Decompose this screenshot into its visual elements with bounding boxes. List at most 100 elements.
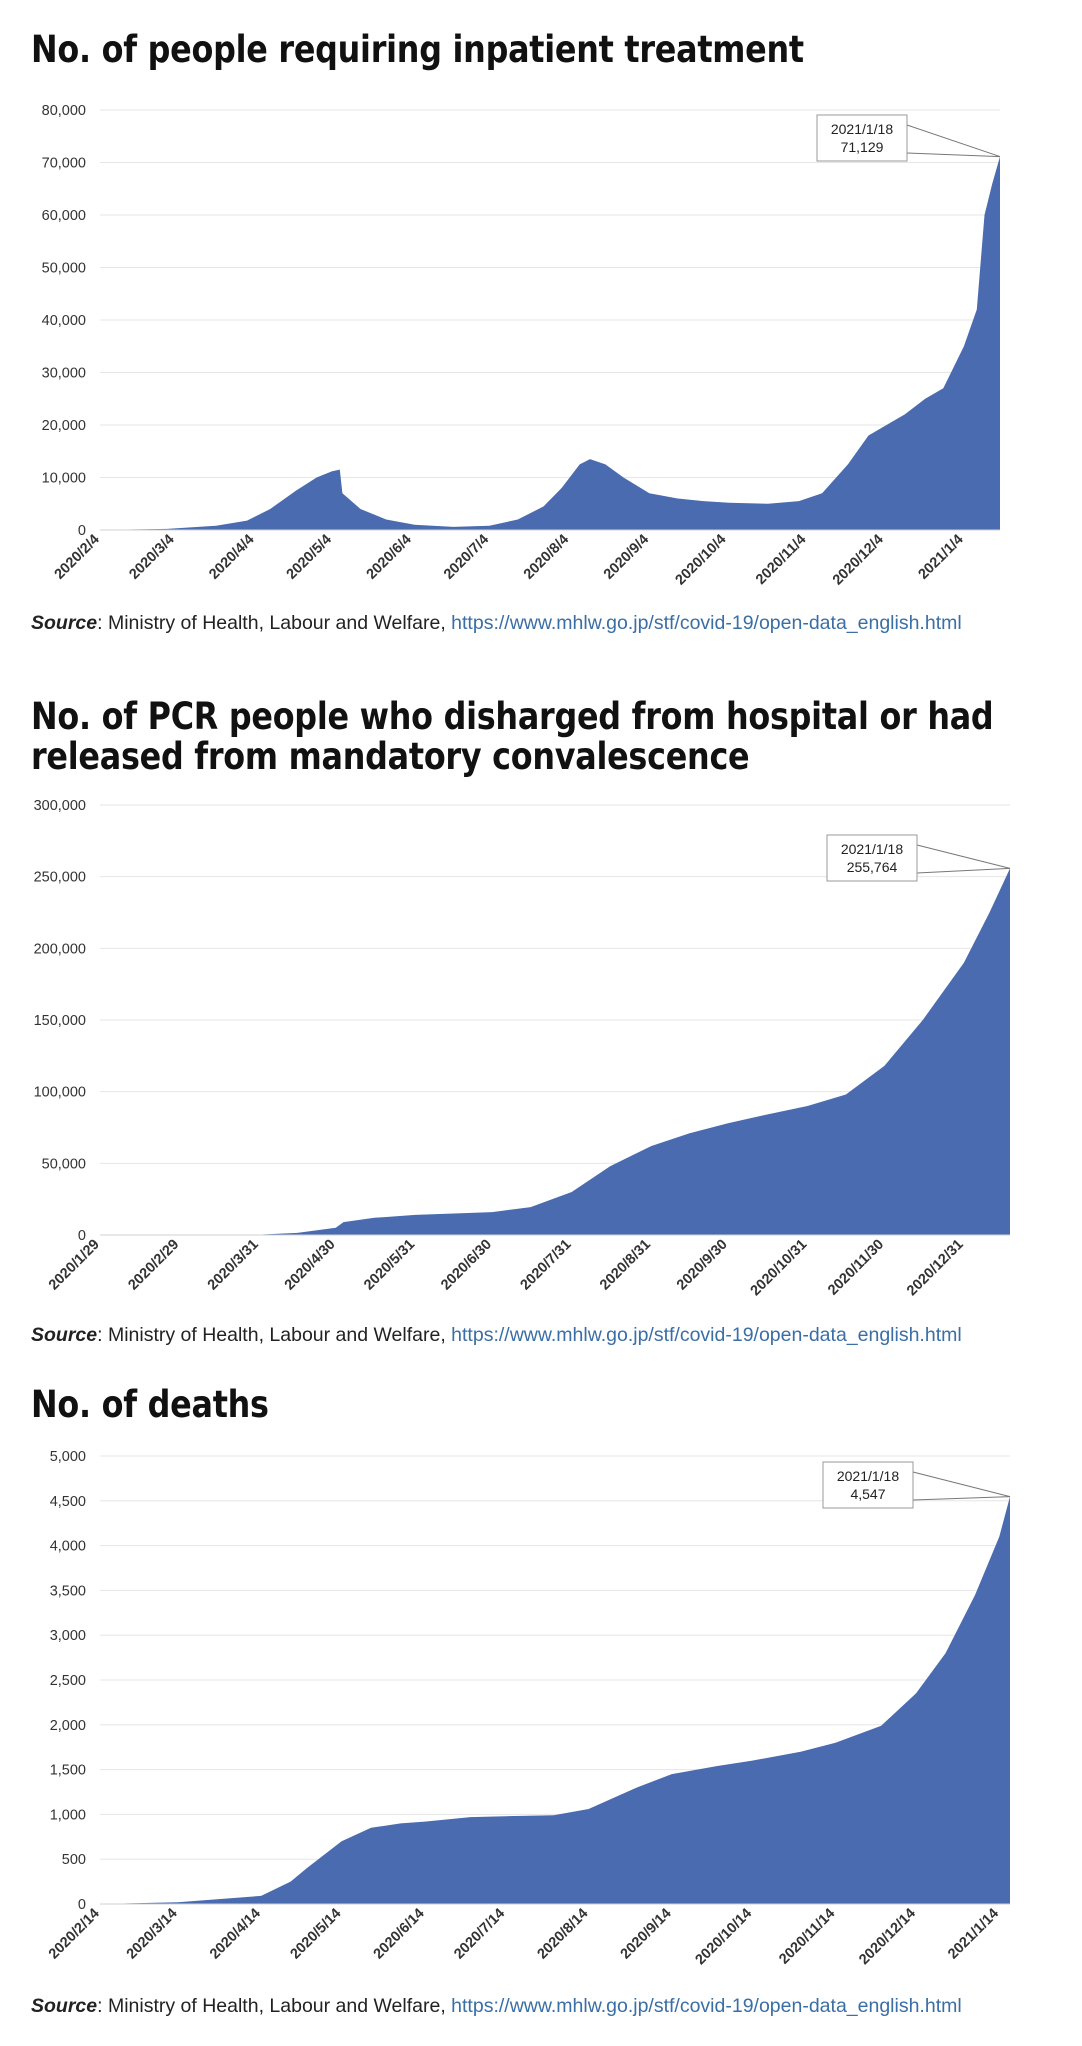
x-tick-label: 2020/2/4 xyxy=(52,532,103,583)
y-tick-label: 0 xyxy=(78,523,86,539)
x-tick-label: 2020/4/30 xyxy=(282,1236,339,1293)
x-tick-label: 2020/3/14 xyxy=(124,1905,181,1962)
series-area xyxy=(100,868,1010,1235)
x-tick-label: 2020/6/30 xyxy=(438,1237,495,1294)
y-tick-label: 2,000 xyxy=(50,1718,86,1734)
source-label: Source xyxy=(31,1324,98,1346)
x-tick-label: 2020/2/29 xyxy=(125,1237,182,1294)
y-tick-label: 3,500 xyxy=(50,1583,86,1599)
chart-title-line-2: released from mandatory convalescence xyxy=(31,735,750,778)
x-tick-label: 2020/12/4 xyxy=(830,532,887,589)
source-note: Source: Ministry of Health, Labour and W… xyxy=(31,1324,962,1347)
x-tick-label: 2021/1/4 xyxy=(915,532,966,583)
y-tick-label: 30,000 xyxy=(42,366,86,382)
annotation-date: 2021/1/18 xyxy=(837,1468,899,1484)
y-tick-label: 4,000 xyxy=(50,1539,86,1555)
annotation-leader-top xyxy=(906,124,1001,158)
x-tick-label: 2020/1/29 xyxy=(46,1237,103,1294)
x-tick-label: 2020/11/4 xyxy=(753,532,809,588)
annotation-box xyxy=(816,114,908,162)
annotation-leader-top xyxy=(916,844,1011,869)
x-tick-label: 2020/4/4 xyxy=(206,531,257,582)
y-tick-label: 20,000 xyxy=(42,418,86,434)
x-tick-label: 2020/10/4 xyxy=(673,531,730,588)
discharged-area-chart: 0 50,000 100,000 150,000 200,000 250,000 300,0… xyxy=(34,798,1011,1300)
source-note: Source: Ministry of Health, Labour and W… xyxy=(31,1995,962,2018)
y-tick-label: 5,000 xyxy=(50,1449,86,1465)
x-tick-label: 2020/10/31 xyxy=(748,1237,811,1300)
y-tick-label: 200,000 xyxy=(34,941,86,957)
source-label: Source xyxy=(31,1995,98,2017)
y-tick-label: 0 xyxy=(78,1897,86,1913)
x-tick-label: 2020/9/4 xyxy=(601,532,652,583)
deaths-area-chart: 0 500 1,000 1,500 2,000 2,500 3,000 3,500 4,000 4… xyxy=(46,1449,1011,1969)
y-tick-label: 250,000 xyxy=(34,870,86,886)
x-tick-label: 2020/3/4 xyxy=(126,532,177,583)
x-tick-label: 2020/11/14 xyxy=(776,1906,838,1968)
annotation-leader-bottom xyxy=(912,1496,1011,1501)
source-link[interactable]: https://www.mhlw.go.jp/stf/covid-19/open… xyxy=(451,612,962,634)
x-tick-label: 2020/12/31 xyxy=(904,1237,967,1300)
annotation-value: 71,129 xyxy=(841,139,884,155)
y-tick-label: 3,000 xyxy=(50,1628,86,1644)
series-area xyxy=(100,1496,1010,1904)
x-tick-label: 2020/7/31 xyxy=(518,1237,575,1294)
source-org: : Ministry of Health, Labour and Welfare… xyxy=(97,612,452,634)
source-link[interactable]: https://www.mhlw.go.jp/stf/covid-19/open… xyxy=(451,1995,962,2017)
chart-title: No. of PCR people who disharged from hos… xyxy=(31,695,994,738)
annotation-box xyxy=(822,1461,914,1509)
chart-title: No. of deaths xyxy=(31,1383,269,1426)
y-tick-label: 4,500 xyxy=(50,1494,86,1510)
annotation-date: 2021/1/18 xyxy=(831,121,893,137)
y-tick-label: 60,000 xyxy=(42,208,86,224)
source-label: Source xyxy=(31,612,98,634)
y-tick-label: 50,000 xyxy=(42,261,86,277)
x-tick-label: 2020/5/31 xyxy=(361,1237,418,1294)
x-tick-label: 2020/3/31 xyxy=(205,1236,262,1293)
x-tick-label: 2020/7/14 xyxy=(451,1905,508,1962)
annotation-box xyxy=(826,834,918,882)
chart-title: No. of people requiring inpatient treatm… xyxy=(31,28,804,71)
y-tick-label: 1,500 xyxy=(50,1763,86,1779)
annotation-date: 2021/1/18 xyxy=(841,841,903,857)
x-tick-label: 2020/8/4 xyxy=(521,531,572,582)
y-tick-label: 500 xyxy=(62,1852,86,1868)
x-tick-label: 2020/4/14 xyxy=(207,1906,264,1963)
y-tick-label: 80,000 xyxy=(42,103,86,119)
y-tick-label: 0 xyxy=(78,1228,86,1244)
y-tick-label: 70,000 xyxy=(42,156,86,172)
x-tick-label: 2020/8/14 xyxy=(534,1906,591,1963)
x-tick-label: 2020/11/30 xyxy=(825,1237,887,1299)
x-tick-label: 2020/10/14 xyxy=(692,1906,755,1969)
x-tick-label: 2020/8/31 xyxy=(597,1236,654,1293)
x-tick-label: 2020/2/14 xyxy=(46,1906,103,1963)
x-tick-label: 2020/9/14 xyxy=(618,1906,675,1963)
x-tick-label: 2020/6/14 xyxy=(371,1906,428,1963)
x-tick-label: 2020/5/14 xyxy=(287,1906,344,1963)
annotation-value: 4,547 xyxy=(850,1486,885,1502)
annotation-leader-top xyxy=(912,1471,1011,1498)
x-tick-label: 2020/6/4 xyxy=(364,531,415,582)
y-tick-label: 40,000 xyxy=(42,313,86,329)
source-org: : Ministry of Health, Labour and Welfare… xyxy=(97,1995,452,2017)
annotation-leader-bottom xyxy=(906,152,1001,158)
inpatient-area-chart: 0 10,000 20,000 30,000 40,000 50,000 60,000 70,… xyxy=(42,103,1001,589)
y-tick-label: 300,000 xyxy=(34,798,86,814)
y-tick-label: 2,500 xyxy=(50,1673,86,1689)
annotation-value: 255,764 xyxy=(847,859,898,875)
x-tick-label: 2020/7/4 xyxy=(441,532,492,583)
y-tick-label: 1,000 xyxy=(50,1807,86,1823)
x-tick-label: 2021/1/14 xyxy=(945,1906,1002,1963)
y-tick-label: 50,000 xyxy=(42,1156,86,1172)
source-note: Source: Ministry of Health, Labour and W… xyxy=(31,612,962,635)
y-tick-label: 150,000 xyxy=(34,1013,86,1029)
source-org: : Ministry of Health, Labour and Welfare… xyxy=(97,1324,452,1346)
x-tick-label: 2020/5/4 xyxy=(284,532,335,583)
annotation-leader-bottom xyxy=(916,867,1011,874)
y-tick-label: 10,000 xyxy=(42,471,86,487)
x-tick-label: 2020/12/14 xyxy=(856,1905,919,1968)
series-area xyxy=(100,156,1000,530)
source-link[interactable]: https://www.mhlw.go.jp/stf/covid-19/open… xyxy=(451,1324,962,1346)
x-tick-label: 2020/9/30 xyxy=(674,1236,731,1293)
y-tick-label: 100,000 xyxy=(34,1085,86,1101)
